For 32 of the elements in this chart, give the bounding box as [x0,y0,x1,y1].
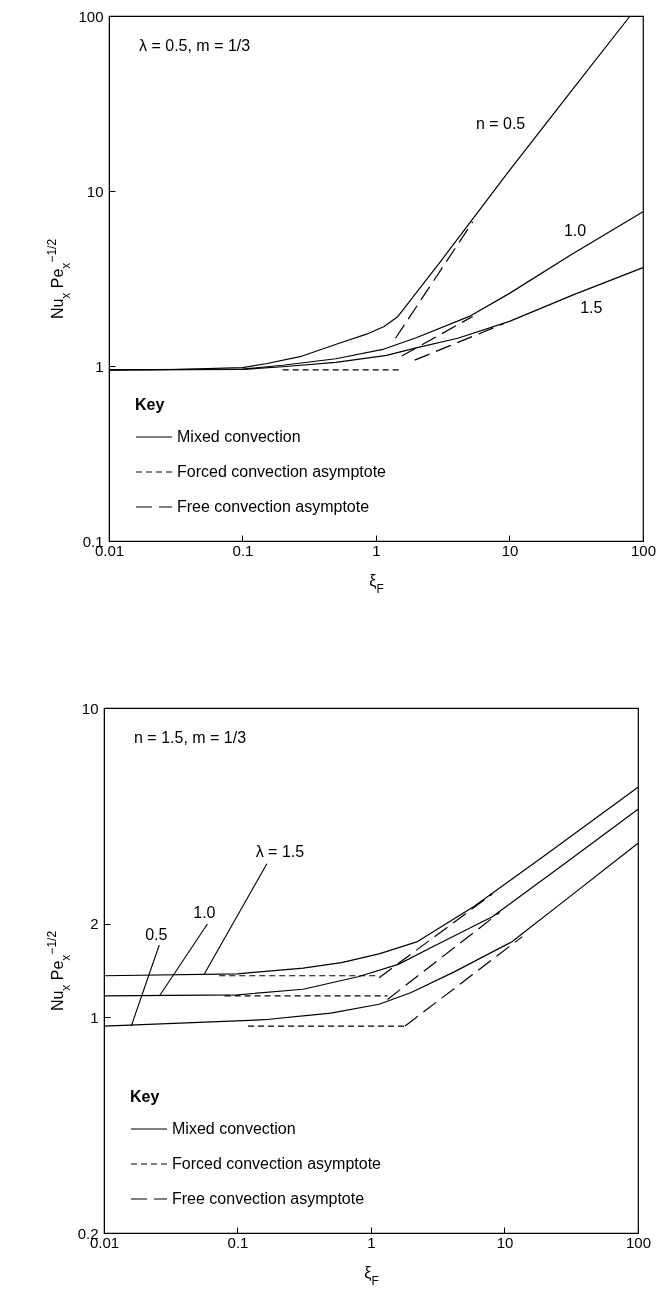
annotation: n = 0.5 [475,115,526,133]
legend-label: Forced convection asymptote [172,1155,382,1172]
x-tick-label: 100 [630,541,657,559]
y-tick-label: 2 [90,915,99,933]
annotation: n = 1.5, m = 1/3 [134,729,247,746]
y-tick-label: 1 [95,357,104,375]
x-axis-title: ξ$_{F}$ [364,1263,379,1288]
annotation: 1.0 [193,903,216,921]
annotation: λ = 0.5, m = 1/3 [139,37,251,54]
legend-label: Forced convection asymptote [177,463,387,480]
y-tick-label: 10 [81,699,99,717]
legend-label: Mixed convection [177,428,301,445]
x-tick-label: 0.1 [232,541,254,559]
y-tick-label: 10 [86,182,104,200]
legend-label: Free convection asymptote [172,1190,365,1207]
legend-label: Mixed convection [172,1120,296,1137]
y-tick-label: 100 [78,7,104,25]
x-tick-label: 100 [625,1233,652,1251]
y-tick-label: 1 [90,1008,99,1026]
x-tick-label: 1 [372,541,381,559]
annotation: 0.5 [145,926,168,944]
annotation: 1.0 [563,222,587,240]
x-axis-title: ξ$_{F}$ [369,571,384,596]
annotation: λ = 1.5 [255,842,305,860]
legend-title: Key [130,1088,160,1105]
x-tick-label: 10 [496,1233,514,1251]
annotation: 1.5 [580,299,603,317]
x-tick-label: 10 [501,541,519,559]
legend-label: Free convection asymptote [177,498,370,515]
x-tick-label: 0.1 [227,1233,249,1251]
x-tick-label: 1 [367,1233,376,1251]
legend-title: Key [135,396,165,413]
